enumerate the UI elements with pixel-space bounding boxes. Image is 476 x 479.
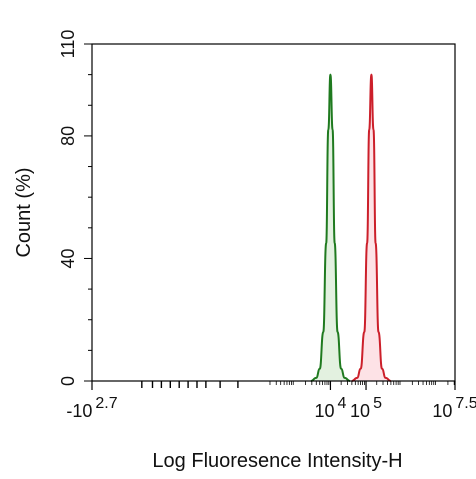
x-tick-label: 10 5	[350, 395, 382, 421]
series-1-area	[310, 74, 350, 381]
y-tick-label: 110	[58, 30, 78, 59]
y-tick-label: 40	[58, 248, 78, 268]
x-tick-label: 10 7.5	[432, 395, 476, 421]
series-2-line	[351, 73, 392, 382]
y-axis-title: Count (%)	[13, 167, 35, 257]
plot-frame	[91, 43, 456, 382]
x-tick-label: 10 4	[314, 395, 346, 421]
x-axis-title: Log Fluoresence Intensity-H	[152, 450, 402, 472]
y-tick-label: 80	[58, 126, 78, 146]
y-tick-label: 0	[58, 376, 78, 386]
series-2-area	[351, 74, 391, 381]
series-1-line	[310, 73, 351, 382]
x-tick-label: -10 2.7	[66, 395, 117, 421]
